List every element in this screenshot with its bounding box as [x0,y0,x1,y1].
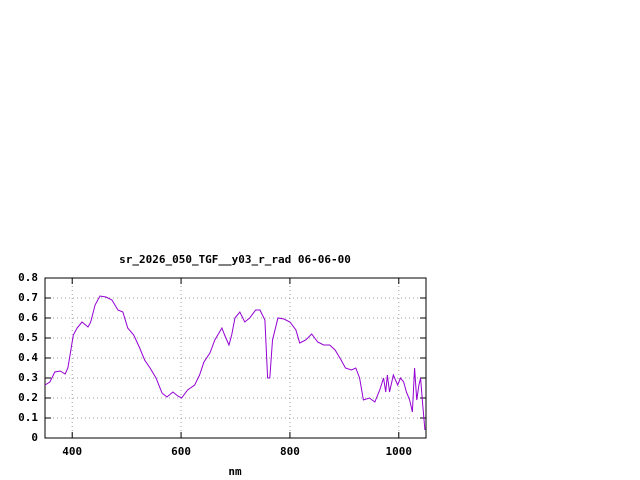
y-tick-label: 0.6 [18,311,38,324]
y-tick-label: 0 [31,431,38,444]
chart-title: sr_2026_050_TGF__y03_r_rad 06-06-00 [119,253,351,266]
x-tick-label: 600 [171,445,191,458]
plot-border [44,277,427,439]
y-tick-label: 0.4 [18,351,38,364]
y-tick-label: 0.8 [18,271,38,284]
y-tick-label: 0.3 [18,371,38,384]
data-line [44,295,426,431]
x-axis-label: nm [228,465,242,478]
y-tick-label: 0.2 [18,391,38,404]
x-tick-label: 1000 [386,445,413,458]
y-tick-label: 0.1 [18,411,38,424]
x-tick-label: 400 [62,445,82,458]
y-tick-label: 0.7 [18,291,38,304]
y-tick-label: 0.5 [18,331,38,344]
x-tick-label: 800 [280,445,300,458]
